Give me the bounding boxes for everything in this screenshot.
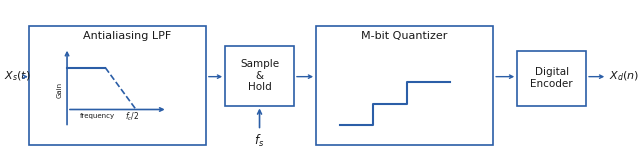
- Text: Antialiasing LPF: Antialiasing LPF: [83, 31, 171, 41]
- Text: $f_s$: $f_s$: [255, 133, 265, 150]
- Text: Digital
Encoder: Digital Encoder: [531, 67, 573, 89]
- Text: M-bit Quantizer: M-bit Quantizer: [362, 31, 448, 41]
- Text: Sample
&
Hold: Sample & Hold: [240, 59, 279, 92]
- Text: Gain: Gain: [56, 81, 62, 98]
- Text: $X_d(n)$: $X_d(n)$: [609, 70, 639, 83]
- Text: $f_c/2$: $f_c/2$: [125, 110, 140, 123]
- Text: frequency: frequency: [80, 113, 115, 120]
- Text: $X_s(t)$: $X_s(t)$: [4, 70, 31, 83]
